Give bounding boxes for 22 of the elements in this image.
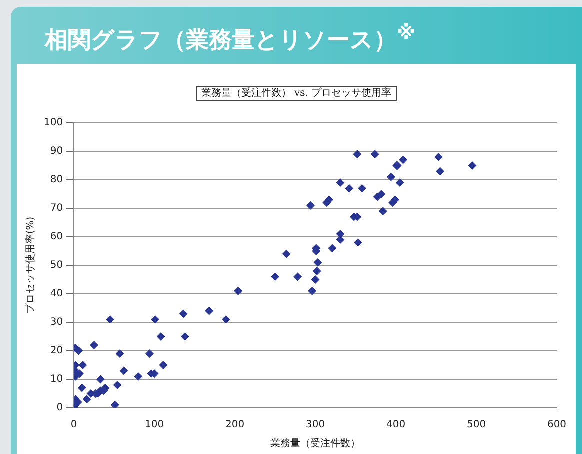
y-tick-label: 60 — [50, 232, 64, 243]
y-tick-label: 70 — [50, 203, 64, 214]
x-tick-label: 100 — [145, 420, 164, 431]
y-tick-label: 10 — [50, 374, 64, 386]
y-tick-label: 20 — [50, 346, 64, 357]
y-tick-label: 30 — [50, 317, 64, 328]
chart-title: 相関グラフ（業務量とリソース）$^{※}$ — [45, 21, 416, 56]
x-tick-label: 600 — [547, 420, 567, 431]
y-tick-label: 100 — [44, 118, 64, 129]
x-tick-label: 500 — [466, 420, 486, 431]
y-tick-label: 90 — [50, 146, 64, 158]
chart-subtitle: 業務量（受注件数） vs. プロセッサ使用率 — [196, 86, 397, 101]
x-tick-label: 400 — [386, 420, 406, 431]
y-tick-label: 40 — [50, 288, 64, 300]
x-axis-title: 業務量（受注件数） — [270, 438, 361, 450]
x-tick-label: 0 — [70, 420, 78, 431]
y-axis-title: プロセッサ使用率(%) — [24, 216, 37, 314]
x-tick-label: 200 — [226, 420, 245, 431]
y-tick-label: 50 — [50, 260, 64, 272]
y-tick-label: 0 — [56, 402, 64, 414]
y-tick-label: 80 — [50, 174, 64, 186]
x-tick-label: 300 — [306, 420, 326, 431]
